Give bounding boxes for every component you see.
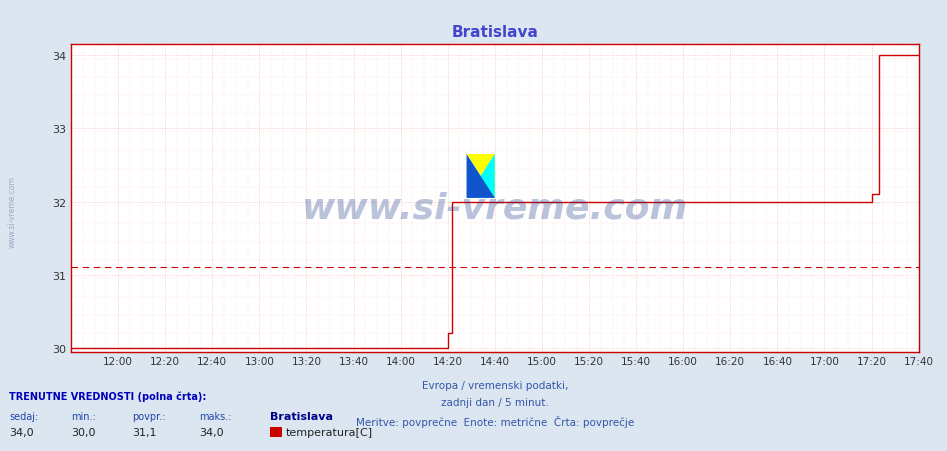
Polygon shape [467, 155, 495, 198]
Text: maks.:: maks.: [199, 411, 231, 421]
Text: povpr.:: povpr.: [133, 411, 166, 421]
Text: www.si-vreme.com: www.si-vreme.com [8, 176, 17, 248]
Title: Bratislava: Bratislava [452, 25, 538, 40]
Polygon shape [467, 155, 495, 198]
Text: 30,0: 30,0 [71, 427, 96, 437]
X-axis label: Evropa / vremenski podatki,
zadnji dan / 5 minut.
Meritve: povprečne  Enote: met: Evropa / vremenski podatki, zadnji dan /… [356, 381, 634, 427]
Text: TRENUTNE VREDNOSTI (polna črta):: TRENUTNE VREDNOSTI (polna črta): [9, 391, 206, 401]
Text: 34,0: 34,0 [199, 427, 223, 437]
Text: 31,1: 31,1 [133, 427, 157, 437]
Text: min.:: min.: [71, 411, 96, 421]
Text: temperatura[C]: temperatura[C] [286, 427, 373, 437]
Text: www.si-vreme.com: www.si-vreme.com [302, 191, 688, 225]
Text: Bratislava: Bratislava [270, 411, 333, 421]
Text: sedaj:: sedaj: [9, 411, 39, 421]
Text: 34,0: 34,0 [9, 427, 34, 437]
Polygon shape [467, 155, 495, 198]
